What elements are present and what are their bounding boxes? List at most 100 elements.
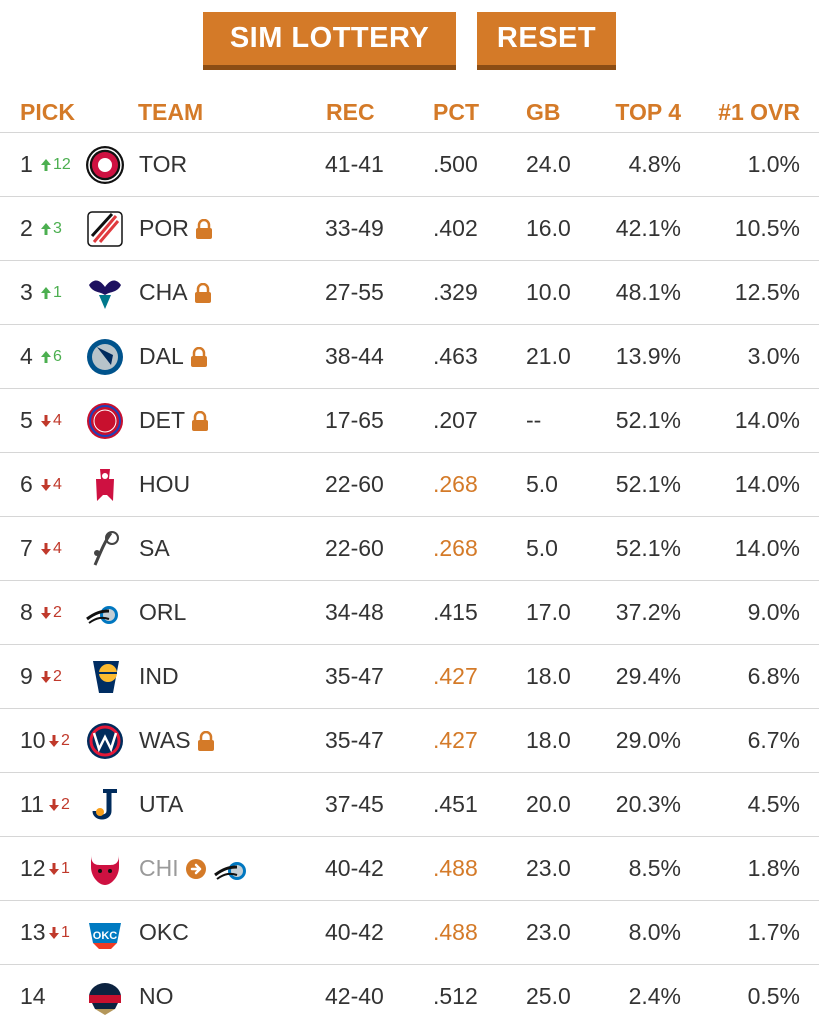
top4-odds: 13.9% xyxy=(615,343,681,369)
games-back: 18.0 xyxy=(526,727,571,753)
pick-number: 13 xyxy=(20,919,46,945)
top4-odds: 2.4% xyxy=(628,983,681,1009)
team-cell[interactable]: UTA xyxy=(139,773,183,836)
team-cell[interactable]: DET xyxy=(139,389,209,452)
arrow-down-icon xyxy=(48,926,60,940)
team-abbr[interactable]: TOR xyxy=(139,151,188,177)
team-abbr[interactable]: HOU xyxy=(139,471,191,497)
games-back: 5.0 xyxy=(526,535,558,561)
team-cell[interactable]: POR xyxy=(139,197,213,260)
pick-number: 11 xyxy=(20,791,44,817)
header-pct[interactable]: PCT xyxy=(433,99,479,125)
arrow-up-icon xyxy=(40,222,52,236)
arrow-down-icon xyxy=(48,862,60,876)
team-cell[interactable]: HOU xyxy=(139,453,190,516)
arrow-up-icon xyxy=(40,350,52,364)
pick-number: 5 xyxy=(20,407,33,433)
magic-logo-icon xyxy=(213,849,253,889)
record: 37-45 xyxy=(325,791,384,817)
lock-icon[interactable] xyxy=(195,218,213,239)
pick-movement: 2 xyxy=(48,773,70,836)
header-rec[interactable]: REC xyxy=(326,99,375,125)
top4-odds: 52.1% xyxy=(615,471,681,497)
games-back: 23.0 xyxy=(526,919,571,945)
movement-count: 6 xyxy=(53,348,62,365)
team-cell[interactable]: OKC xyxy=(139,901,189,964)
table-row: 2 3 POR 33-49 .402 16.0 42.1% 10.5% xyxy=(0,197,819,261)
team-cell[interactable]: NO xyxy=(139,965,174,1028)
pick-number: 1 xyxy=(20,151,33,177)
top4-odds: 29.4% xyxy=(615,663,681,689)
record: 27-55 xyxy=(325,279,384,305)
team-abbr[interactable]: UTA xyxy=(139,791,184,817)
header-ovr[interactable]: #1 OVR xyxy=(718,99,800,125)
team-abbr[interactable]: NO xyxy=(139,983,174,1009)
record: 22-60 xyxy=(325,535,384,561)
pick-movement: 12 xyxy=(40,133,71,196)
table-header: PICK TEAM REC PCT GB TOP 4 #1 OVR xyxy=(0,92,819,133)
table-row: 14 NO 42-40 .512 25.0 2.4% 0.5% xyxy=(0,965,819,1028)
team-cell[interactable]: CHA xyxy=(139,261,212,324)
team-cell[interactable]: TOR xyxy=(139,133,187,196)
reset-button[interactable]: RESET xyxy=(477,12,616,70)
team-cell[interactable]: IND xyxy=(139,645,179,708)
pick-movement: 6 xyxy=(40,325,62,388)
team-cell[interactable]: CHI xyxy=(139,837,253,900)
jazz-logo-icon xyxy=(92,789,117,820)
first-overall-odds: 6.7% xyxy=(747,727,800,753)
team-abbr[interactable]: DET xyxy=(139,407,185,433)
win-pct: .427 xyxy=(433,727,478,753)
header-gb[interactable]: GB xyxy=(526,99,561,125)
table-row: 5 4 DET 17-65 .207 -- 52.1% 14.0% xyxy=(0,389,819,453)
thunder-logo-icon: OKC xyxy=(89,923,121,949)
team-cell[interactable]: SA xyxy=(139,517,170,580)
table-row: 6 4 HOU 22-60 .268 5.0 52.1% 14.0% xyxy=(0,453,819,517)
team-cell[interactable]: DAL xyxy=(139,325,208,388)
header-pick[interactable]: PICK xyxy=(20,99,75,125)
header-team[interactable]: TEAM xyxy=(138,99,204,125)
team-abbr[interactable]: CHA xyxy=(139,279,188,305)
games-back: 10.0 xyxy=(526,279,571,305)
pick-movement: 2 xyxy=(40,645,62,708)
first-overall-odds: 3.0% xyxy=(747,343,800,369)
team-abbr[interactable]: WAS xyxy=(139,727,191,753)
games-back: -- xyxy=(526,407,542,433)
team-abbr[interactable]: CHI xyxy=(139,855,179,881)
arrow-down-icon xyxy=(40,606,52,620)
sim-lottery-button[interactable]: SIM LOTTERY xyxy=(203,12,456,70)
pacers-logo-icon xyxy=(93,661,119,693)
movement-count: 1 xyxy=(61,860,70,877)
pick-number: 9 xyxy=(20,663,33,689)
games-back: 25.0 xyxy=(526,983,571,1009)
header-top4[interactable]: TOP 4 xyxy=(615,99,681,125)
lock-icon[interactable] xyxy=(197,730,215,751)
team-abbr[interactable]: IND xyxy=(139,663,179,689)
record: 42-40 xyxy=(325,983,384,1009)
pistons-logo-icon xyxy=(87,403,123,439)
first-overall-odds: 14.0% xyxy=(734,535,800,561)
lock-icon[interactable] xyxy=(194,282,212,303)
team-abbr[interactable]: POR xyxy=(139,215,189,241)
pick-number: 10 xyxy=(20,727,46,753)
team-abbr[interactable]: ORL xyxy=(139,599,187,625)
pick-number: 12 xyxy=(20,855,46,881)
pick-movement: 2 xyxy=(48,709,70,772)
team-abbr[interactable]: OKC xyxy=(139,919,189,945)
record: 33-49 xyxy=(325,215,384,241)
top4-odds: 20.3% xyxy=(615,791,681,817)
pick-movement: 4 xyxy=(40,453,62,516)
team-cell[interactable]: ORL xyxy=(139,581,186,644)
team-abbr[interactable]: SA xyxy=(139,535,170,561)
record: 17-65 xyxy=(325,407,384,433)
team-abbr[interactable]: DAL xyxy=(139,343,184,369)
movement-count: 1 xyxy=(53,284,62,301)
lock-icon[interactable] xyxy=(190,346,208,367)
team-cell[interactable]: WAS xyxy=(139,709,215,772)
top4-odds: 29.0% xyxy=(615,727,681,753)
mavericks-logo-icon xyxy=(87,339,123,375)
top4-odds: 8.5% xyxy=(628,855,681,881)
bulls-logo-icon xyxy=(91,855,119,885)
pick-number: 14 xyxy=(20,983,46,1009)
table-row: 9 2 IND 35-47 .427 18.0 29.4% 6.8% xyxy=(0,645,819,709)
lock-icon[interactable] xyxy=(191,410,209,431)
